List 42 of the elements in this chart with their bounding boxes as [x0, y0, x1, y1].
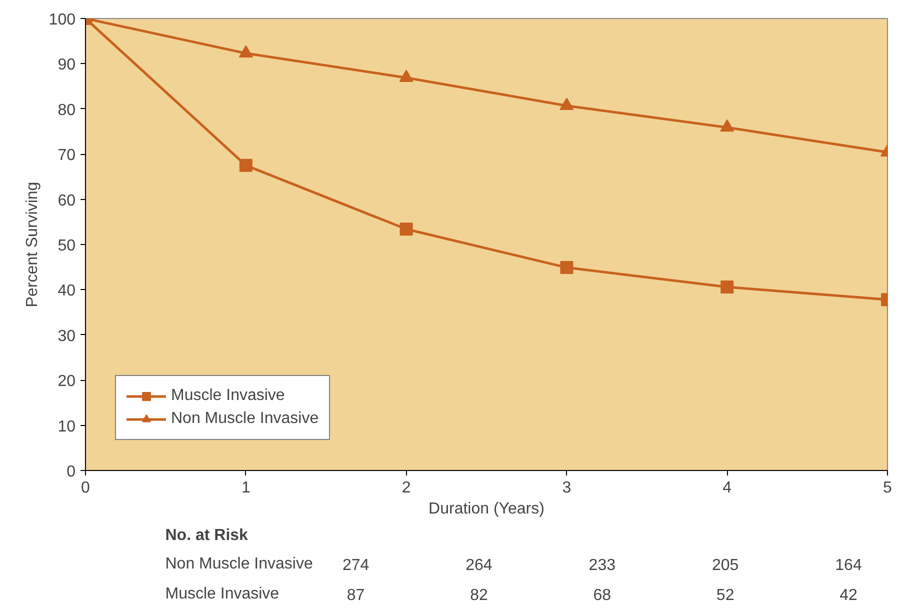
x-tick-label: 0	[81, 480, 90, 496]
x-tick-label: 1	[241, 480, 250, 496]
x-tick-label: 2	[402, 480, 411, 496]
text: Muscle Invasive	[165, 586, 280, 602]
y-tick-label: 70	[58, 147, 76, 164]
point	[399, 70, 414, 82]
y-tick-label: 10	[58, 418, 76, 436]
x-tick-label: 3	[562, 480, 572, 496]
y-tick-label: 0	[66, 464, 76, 480]
y-tick-label: 50	[58, 238, 76, 254]
text: 68	[593, 587, 612, 604]
x-axis-title: Duration (Years)	[428, 500, 544, 518]
y-tick-label: 30	[58, 328, 76, 345]
text: 233	[588, 557, 616, 574]
point	[238, 45, 253, 58]
legend-label: Non Muscle Invasive	[171, 410, 319, 428]
y-tick-label: 60	[58, 192, 76, 210]
text: Non Muscle Invasive	[165, 556, 313, 572]
point	[400, 222, 413, 236]
x-tick-label: 5	[883, 480, 892, 496]
text: 52	[716, 587, 734, 604]
point	[239, 158, 252, 172]
text: 205	[712, 557, 739, 574]
text: 82	[470, 587, 488, 604]
x-tick-label: 4	[722, 480, 732, 496]
point	[720, 119, 734, 132]
y-axis-title: Percent Surviving	[24, 182, 41, 308]
text: No. at Risk	[165, 527, 248, 544]
point	[560, 98, 574, 110]
y-tick-label: 40	[58, 282, 76, 300]
text: 42	[840, 587, 858, 604]
point	[560, 261, 574, 274]
y-tick-label: 20	[58, 373, 76, 390]
text: 274	[342, 557, 370, 574]
legend-label: Muscle Invasive	[171, 387, 285, 405]
y-tick-label: 90	[58, 56, 76, 74]
y-tick-label: 100	[48, 12, 76, 28]
text: 264	[466, 557, 492, 574]
text: 164	[835, 557, 862, 574]
text: 87	[346, 587, 365, 604]
point	[720, 280, 734, 294]
y-tick-label: 80	[58, 102, 76, 119]
